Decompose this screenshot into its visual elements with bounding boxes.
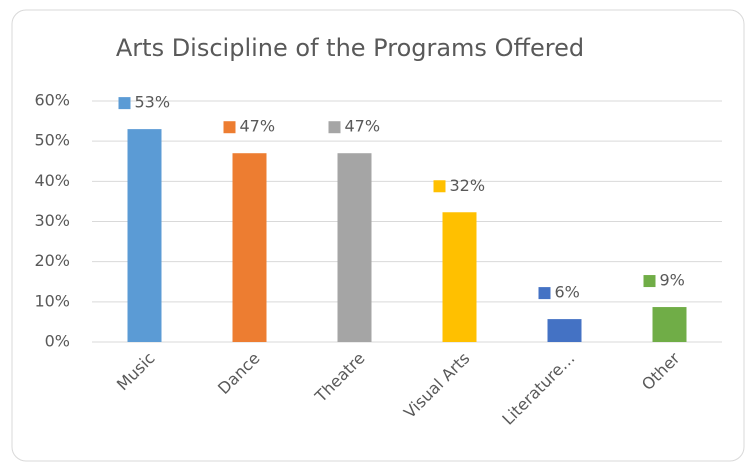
y-tick-label: 20%	[34, 251, 70, 270]
y-tick-label: 30%	[34, 211, 70, 230]
data-label-key	[223, 121, 236, 134]
y-tick-label: 50%	[34, 131, 70, 150]
data-label-key	[433, 180, 446, 193]
bar	[442, 212, 477, 342]
y-tick-label: 10%	[34, 291, 70, 310]
data-label: 9%	[660, 271, 685, 290]
bar	[652, 307, 687, 342]
data-label-key	[328, 121, 341, 134]
data-label: 47%	[240, 117, 276, 136]
data-label: 6%	[555, 283, 580, 302]
y-tick-label: 0%	[45, 332, 70, 351]
chart-frame	[11, 9, 745, 462]
bar	[127, 129, 162, 342]
bar	[547, 319, 582, 342]
data-label-key	[538, 287, 551, 300]
y-tick-label: 40%	[34, 171, 70, 190]
data-label-key	[118, 97, 131, 110]
data-label: 32%	[450, 176, 486, 195]
data-label-key	[643, 275, 656, 288]
bar	[337, 153, 372, 342]
chart-title: Arts Discipline of the Programs Offered	[116, 34, 584, 62]
data-label: 53%	[135, 93, 171, 112]
bar	[232, 153, 267, 342]
y-tick-label: 60%	[34, 91, 70, 110]
data-label: 47%	[345, 117, 381, 136]
